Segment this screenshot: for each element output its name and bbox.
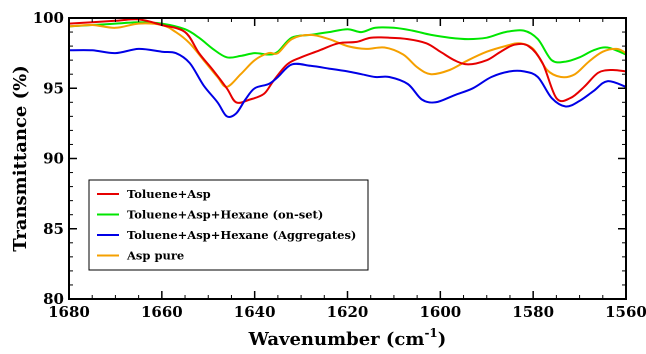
x-tick-label: 1660 xyxy=(141,303,183,321)
legend-box xyxy=(88,179,369,271)
y-tick-label: 85 xyxy=(43,220,64,238)
x-tick-label: 1640 xyxy=(234,303,276,321)
x-axis-title-close: ) xyxy=(438,329,447,350)
legend-label: Toluene+Asp+Hexane (Aggregates) xyxy=(127,228,356,242)
x-tick-label: 1680 xyxy=(48,303,90,321)
x-axis-title-sup: -1 xyxy=(424,326,437,340)
y-axis-title: Transmittance (%) xyxy=(10,65,31,252)
series-layer xyxy=(69,18,626,119)
y-tick-label: 95 xyxy=(43,79,64,97)
legend-label: Toluene+Asp xyxy=(127,187,211,201)
series-line-4 xyxy=(69,22,626,88)
series-line-3 xyxy=(69,47,626,119)
ticks-layer: 1680 1660 1640 1620 1600 1580 1560 80 85 90 95 100 xyxy=(33,9,646,321)
legend: Toluene+Asp Toluene+Asp+Hexane (on-set) To… xyxy=(88,179,369,271)
legend-label: Toluene+Asp+Hexane (on-set) xyxy=(127,208,323,222)
legend-label: Asp pure xyxy=(126,249,184,263)
x-tick-label: 1620 xyxy=(327,303,369,321)
x-tick-label: 1560 xyxy=(605,303,646,321)
y-tick-label: 90 xyxy=(43,150,64,168)
y-tick-label: 80 xyxy=(43,290,64,308)
series-line-1 xyxy=(69,18,626,104)
x-tick-label: 1600 xyxy=(419,303,461,321)
series-line-2 xyxy=(69,21,626,64)
x-axis-title-main: Wavenumber (cm xyxy=(248,329,425,350)
x-tick-label: 1580 xyxy=(512,303,554,321)
x-axis-title: Wavenumber (cm-1) xyxy=(248,326,447,350)
y-tick-label: 100 xyxy=(33,9,64,27)
